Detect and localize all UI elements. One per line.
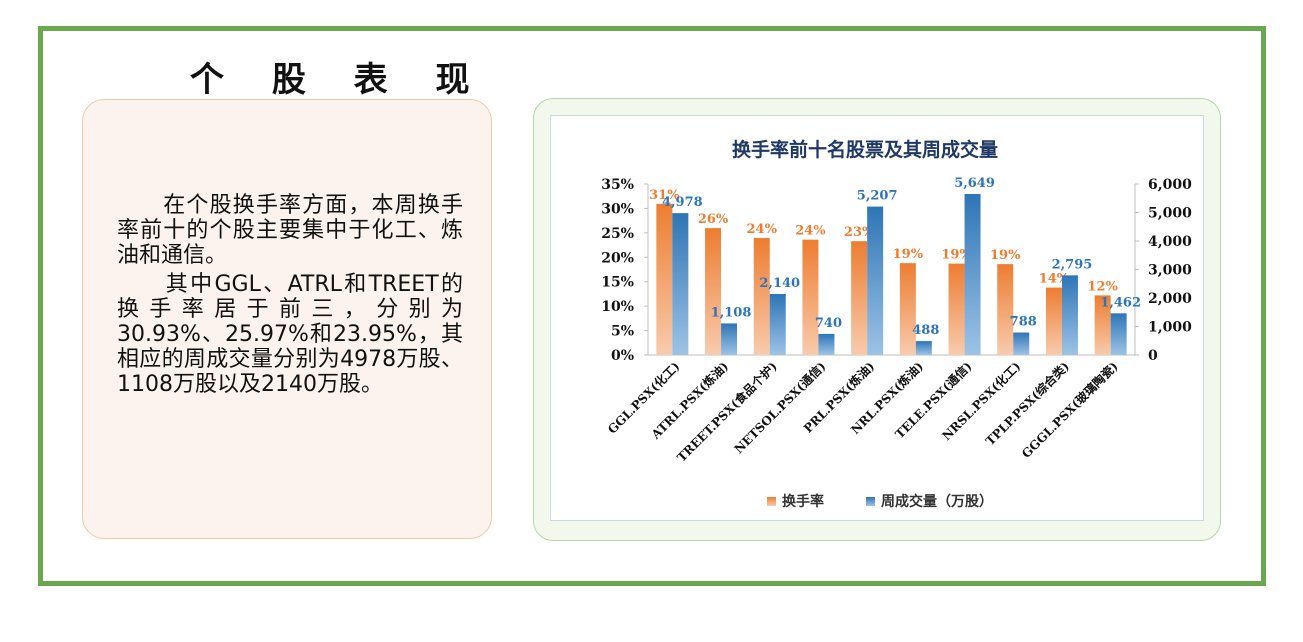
y-right-tick-label: 5,000	[1148, 206, 1192, 222]
y-left-tick-label: 30%	[601, 201, 634, 217]
volume-bar	[818, 333, 835, 355]
volume-bar	[721, 323, 738, 355]
volume-data-label: 1,462	[1100, 295, 1141, 310]
volume-bar	[964, 194, 981, 355]
turnover-bar	[948, 263, 965, 355]
chart-title: 换手率前十名股票及其周成交量	[732, 138, 998, 161]
volume-data-label: 5,649	[954, 176, 995, 191]
y-right-tick-label: 0	[1148, 348, 1158, 364]
volume-data-label: 1,108	[711, 305, 752, 320]
turnover-data-label: 19%	[990, 248, 1021, 263]
legend-swatch-volume	[866, 497, 875, 506]
chart-marks: 31%4,97826%1,10824%2,14024%74023%5,20719…	[649, 176, 1141, 355]
volume-bar	[1061, 275, 1078, 355]
y-right-tick-label: 3,000	[1148, 263, 1192, 279]
summary-paragraph: 在个股换手率方面，本周换手率前十的个股主要集中于化工、炼油和通信。	[117, 193, 463, 268]
x-tick-label: GGGL.PSX(玻璃陶瓷)	[1018, 359, 1120, 461]
legend-swatch-turnover	[767, 497, 776, 506]
detail-paragraph: 其中GGL、ATRL和TREET的换手率居于前三，分别为30.93%、25.97…	[117, 272, 463, 397]
volume-data-label: 740	[815, 316, 842, 331]
turnover-data-label: 19%	[893, 247, 924, 262]
chart-legend: 换手率 周成交量（万股）	[767, 493, 993, 510]
legend-label-turnover: 换手率	[782, 493, 824, 510]
volume-bar	[867, 206, 884, 355]
volume-data-label: 4,978	[662, 195, 703, 210]
turnover-bar	[753, 237, 770, 355]
turnover-bar	[899, 263, 916, 355]
volume-bar	[769, 294, 786, 355]
turnover-data-label: 26%	[698, 212, 729, 227]
y-right-tick-label: 4,000	[1148, 234, 1192, 250]
turnover-data-label: 24%	[747, 222, 778, 237]
volume-bar	[1110, 313, 1127, 355]
y-left-tick-label: 35%	[601, 177, 634, 193]
volume-data-label: 788	[1010, 315, 1037, 330]
text-panel: 在个股换手率方面，本周换手率前十的个股主要集中于化工、炼油和通信。 其中GGL、…	[82, 99, 492, 539]
turnover-bar	[997, 264, 1014, 355]
x-tick-label: TPLP.PSX(综合类)	[982, 359, 1072, 449]
y-right-tick-label: 6,000	[1148, 177, 1192, 193]
y-right-tick-label: 1,000	[1148, 320, 1192, 336]
y-left-tick-label: 0%	[611, 348, 634, 364]
turnover-data-label: 12%	[1087, 279, 1118, 294]
turnover-bar	[656, 203, 673, 355]
volume-bar	[672, 213, 689, 355]
legend-label-volume: 周成交量（万股）	[881, 493, 993, 510]
turnover-bar	[705, 228, 722, 355]
volume-data-label: 2,140	[759, 276, 800, 291]
volume-data-label: 488	[912, 323, 939, 338]
turnover-bar	[1094, 295, 1111, 355]
y-left-tick-label: 25%	[601, 226, 634, 242]
turnover-bar	[802, 239, 819, 355]
page-title: 个 股 表 现	[190, 60, 488, 100]
volume-data-label: 5,207	[857, 189, 898, 204]
y-left-tick-label: 15%	[601, 275, 634, 291]
x-tick-label: NETSOL.PSX(通信)	[731, 359, 829, 457]
volume-bar	[1013, 332, 1030, 355]
y-left-tick-label: 20%	[601, 250, 634, 266]
turnover-data-label: 24%	[795, 224, 826, 239]
turnover-bar	[1045, 287, 1062, 355]
volume-data-label: 2,795	[1052, 257, 1093, 272]
y-left-tick-label: 10%	[601, 299, 634, 315]
volume-bar	[915, 341, 932, 355]
y-left-tick-label: 5%	[611, 324, 634, 340]
y-right-tick-label: 2,000	[1148, 291, 1192, 307]
turnover-bar	[851, 241, 868, 355]
x-tick-label: TREET.PSX(食品个护)	[674, 359, 780, 465]
turnover-data-label: 31%	[649, 188, 680, 203]
